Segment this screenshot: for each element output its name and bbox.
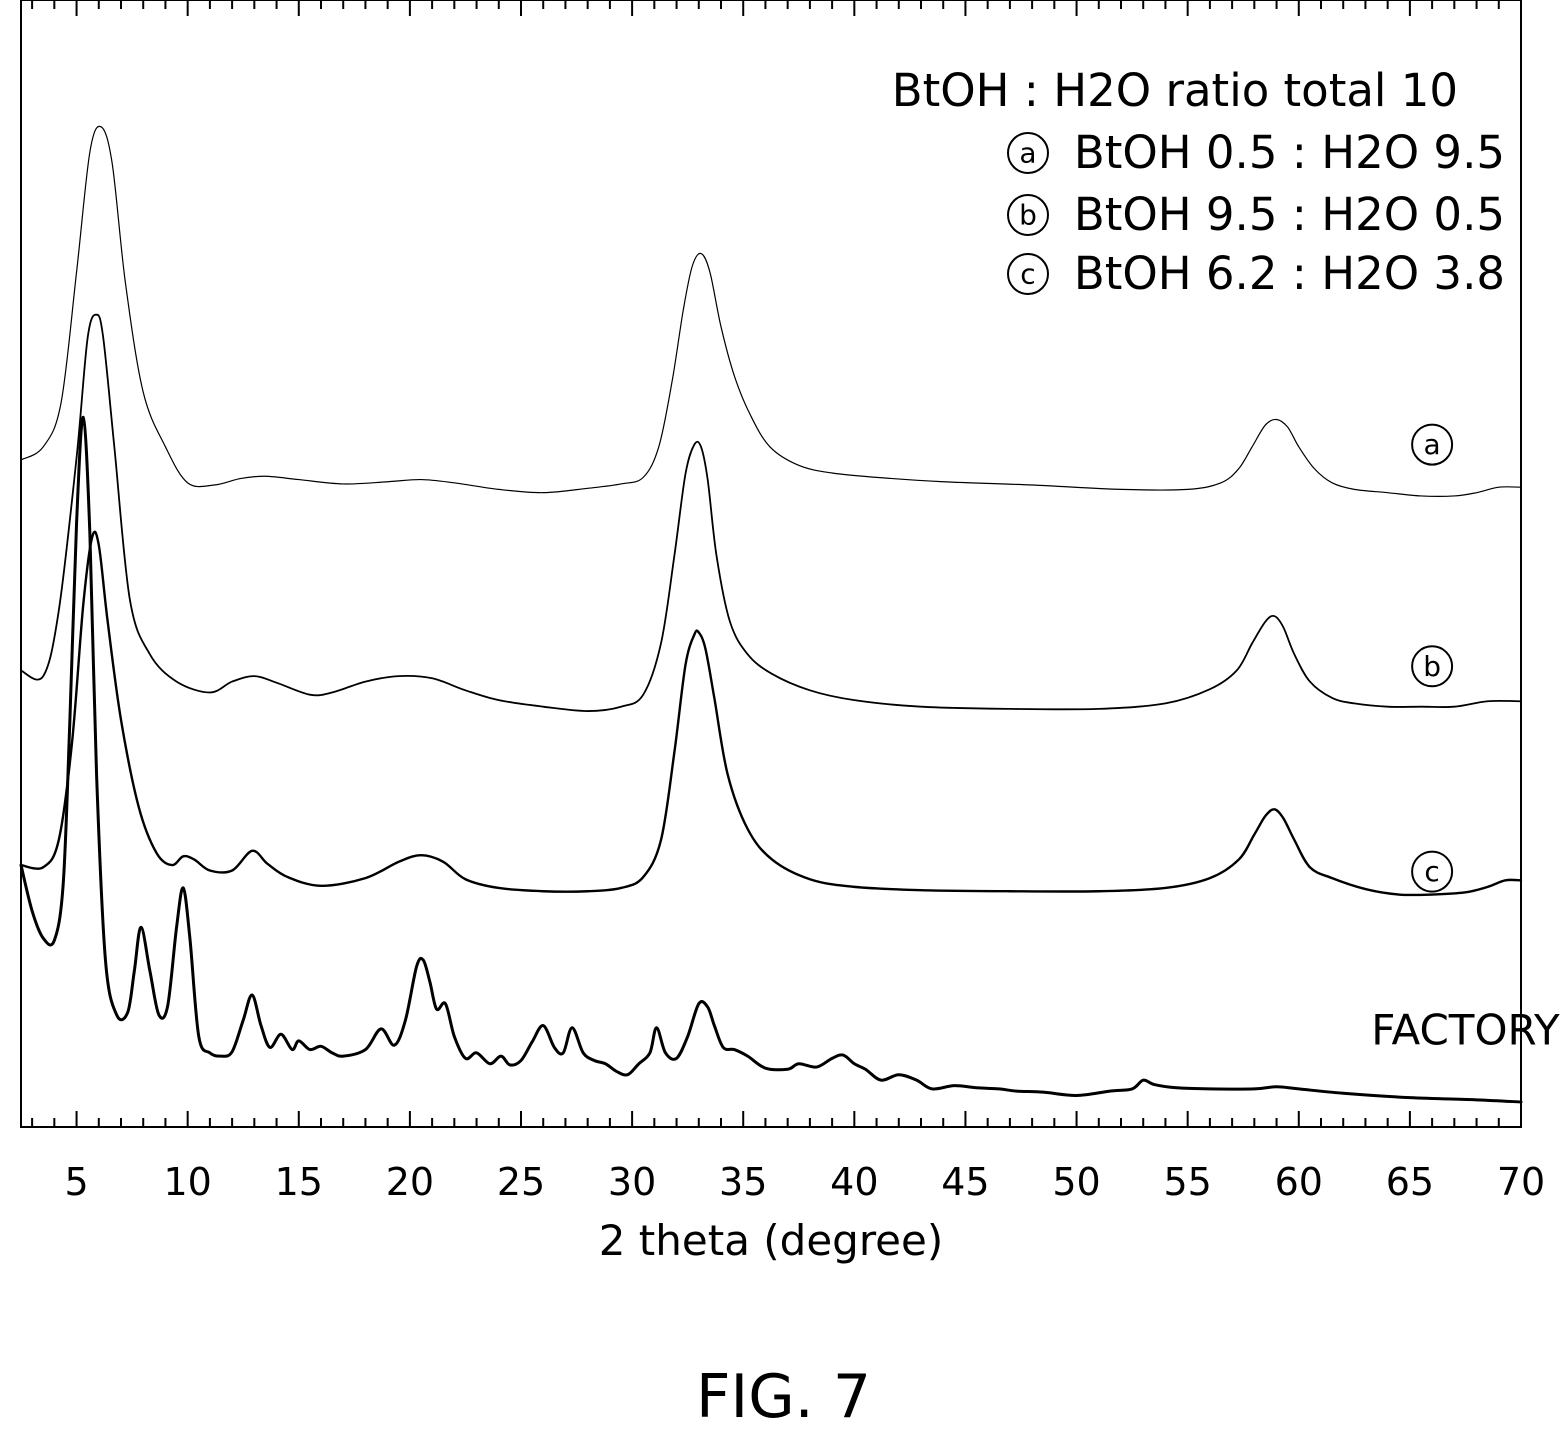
legend-marker-a-letter: a xyxy=(1019,137,1036,170)
legend-entry-b: b BtOH 9.5 : H2O 0.5 xyxy=(1007,188,1505,241)
legend-label-a: BtOH 0.5 : H2O 9.5 xyxy=(1074,126,1505,179)
series-line-b xyxy=(20,313,1522,712)
legend-entry-a: a BtOH 0.5 : H2O 9.5 xyxy=(1007,126,1505,179)
legend-label-c: BtOH 6.2 : H2O 3.8 xyxy=(1074,247,1505,300)
series-label-factory: FACTORY xyxy=(1371,1005,1560,1054)
series-label-c: c xyxy=(1424,855,1439,888)
series-label-a: a xyxy=(1424,428,1441,461)
x-tick-label: 60 xyxy=(1275,1160,1323,1204)
x-tick-label: 70 xyxy=(1497,1160,1545,1204)
legend-marker-a xyxy=(1007,132,1049,174)
x-tick-label: 10 xyxy=(163,1160,211,1204)
series-line-factory xyxy=(19,415,1523,1104)
series-line-c xyxy=(19,530,1523,897)
x-tick-label: 55 xyxy=(1163,1160,1211,1204)
x-tick-label: 35 xyxy=(719,1160,767,1204)
series-label-circle-a xyxy=(1411,423,1454,466)
legend-entry-c: c BtOH 6.2 : H2O 3.8 xyxy=(1007,247,1505,300)
x-tick-label: 50 xyxy=(1052,1160,1100,1204)
x-tick-label: 65 xyxy=(1386,1160,1434,1204)
legend-marker-c-letter: c xyxy=(1020,258,1035,291)
x-tick-label: 30 xyxy=(608,1160,656,1204)
series-label-circle-c xyxy=(1411,850,1454,893)
series-line-a xyxy=(20,125,1522,497)
x-tick-label: 5 xyxy=(64,1160,88,1204)
series-label-b: b xyxy=(1423,650,1441,683)
legend-marker-b-letter: b xyxy=(1019,199,1037,232)
x-axis-label: 2 theta (degree) xyxy=(599,1216,944,1265)
legend-marker-c xyxy=(1007,253,1049,295)
x-ticks: 5 10 15 20 25 30 35 40 45 50 55 60 65 70 xyxy=(31,0,1545,1204)
x-tick-label: 25 xyxy=(497,1160,545,1204)
plot-frame xyxy=(20,0,1522,1128)
x-tick-label: 45 xyxy=(941,1160,989,1204)
x-tick-label: 20 xyxy=(386,1160,434,1204)
series-label-circle-b xyxy=(1411,645,1454,688)
legend-marker-b xyxy=(1007,194,1049,236)
figure-caption: FIG. 7 xyxy=(695,1362,872,1432)
legend-title: BtOH : H2O ratio total 10 xyxy=(892,64,1458,117)
legend: BtOH : H2O ratio total 10 a BtOH 0.5 : H… xyxy=(892,64,1505,300)
legend-label-b: BtOH 9.5 : H2O 0.5 xyxy=(1074,188,1505,241)
x-tick-label: 40 xyxy=(830,1160,878,1204)
x-tick-label: 15 xyxy=(275,1160,323,1204)
